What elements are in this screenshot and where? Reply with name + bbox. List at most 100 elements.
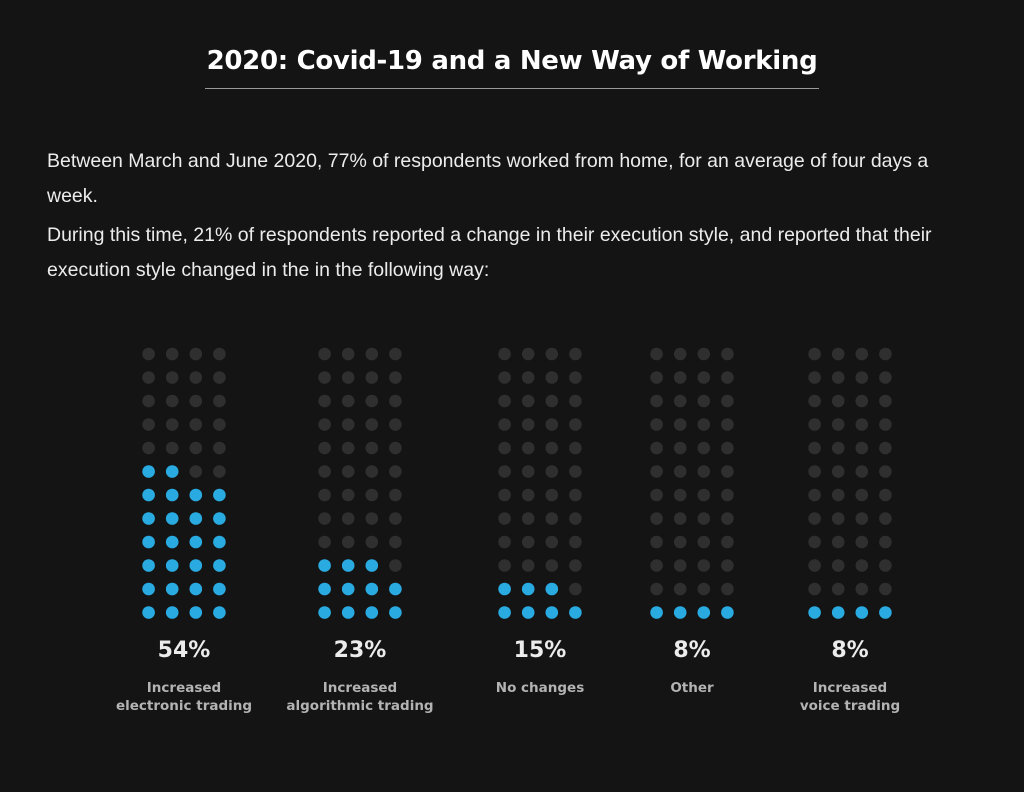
waffle-dot-empty: [569, 488, 582, 502]
waffle-dot-empty: [498, 559, 511, 572]
waffle-dot-empty: [545, 441, 559, 455]
waffle-dot-empty: [189, 465, 203, 478]
waffle-dot-filled: [189, 582, 203, 596]
waffle-dot-filled: [318, 582, 331, 596]
waffle-dot-filled: [189, 512, 203, 525]
waffle-dot-empty: [498, 488, 511, 502]
waffle-dot-empty: [521, 418, 535, 431]
waffle-dot-empty: [389, 488, 402, 502]
waffle-dot-empty: [879, 535, 892, 549]
waffle-dot-empty: [650, 512, 663, 525]
category-label: No changes: [496, 680, 584, 696]
waffle-dot-empty: [165, 394, 179, 408]
waffle-dot-empty: [341, 441, 355, 455]
waffle-dot-empty: [697, 559, 711, 572]
waffle-dot-empty: [545, 512, 559, 525]
waffle-dot-empty: [808, 418, 821, 431]
waffle-dot-empty: [341, 394, 355, 408]
waffle-dot-filled: [389, 606, 402, 619]
waffle-dot-empty: [721, 559, 734, 572]
waffle-dot-filled: [341, 582, 355, 596]
waffle-dot-empty: [855, 394, 869, 408]
waffle-dot-filled: [365, 606, 379, 619]
waffle-dot-empty: [341, 371, 355, 384]
waffle-dot-filled: [165, 465, 179, 478]
waffle-dot-empty: [569, 441, 582, 455]
waffle-dot-empty: [318, 465, 331, 478]
waffle-dot-empty: [389, 512, 402, 525]
waffle-dot-empty: [650, 582, 663, 596]
waffle-dot-empty: [569, 582, 582, 596]
waffle-dot-empty: [213, 371, 226, 384]
waffle-dot-empty: [365, 347, 379, 361]
percent-label: 15%: [514, 638, 567, 663]
waffle-dot-empty: [855, 582, 869, 596]
waffle-dot-filled: [142, 535, 155, 549]
waffle-dot-empty: [213, 441, 226, 455]
waffle-dot-empty: [831, 582, 845, 596]
waffle-dot-empty: [721, 535, 734, 549]
waffle-dot-filled: [318, 606, 331, 619]
waffle-dot-filled: [213, 488, 226, 502]
waffle-dot-empty: [721, 488, 734, 502]
category-label: Other: [670, 680, 714, 696]
waffle-dot-filled: [165, 512, 179, 525]
waffle-dot-empty: [721, 512, 734, 525]
waffle-dot-filled: [808, 606, 821, 619]
waffle-dot-empty: [389, 535, 402, 549]
waffle-dot-empty: [498, 418, 511, 431]
waffle-dot-empty: [545, 535, 559, 549]
waffle-dot-filled: [142, 582, 155, 596]
waffle-dot-empty: [498, 512, 511, 525]
waffle-group: 8% Increased voice trading: [800, 347, 900, 714]
waffle-dot-empty: [389, 394, 402, 408]
waffle-dot-empty: [569, 535, 582, 549]
waffle-dot-empty: [569, 371, 582, 384]
waffle-dot-filled: [189, 606, 203, 619]
waffle-dot-empty: [389, 559, 402, 572]
waffle-dot-empty: [189, 347, 203, 361]
waffle-dot-empty: [341, 418, 355, 431]
waffle-dot-filled: [521, 606, 535, 619]
waffle-dot-filled: [569, 606, 582, 619]
waffle-dot-empty: [831, 559, 845, 572]
waffle-dot-filled: [365, 582, 379, 596]
waffle-dot-empty: [808, 465, 821, 478]
waffle-dot-empty: [808, 535, 821, 549]
waffle-dot-empty: [318, 418, 331, 431]
waffle-dot-empty: [365, 512, 379, 525]
waffle-dot-empty: [721, 582, 734, 596]
waffle-dot-empty: [142, 347, 155, 361]
waffle-chart: 54% Increased electronic trading 23% Increas…: [116, 347, 900, 714]
waffle-dot-filled: [545, 582, 559, 596]
waffle-dot-empty: [697, 347, 711, 361]
waffle-dot-empty: [855, 535, 869, 549]
waffle-dot-filled: [142, 606, 155, 619]
waffle-dot-empty: [365, 465, 379, 478]
waffle-dot-empty: [673, 582, 687, 596]
waffle-dot-empty: [341, 512, 355, 525]
waffle-dot-filled: [213, 606, 226, 619]
waffle-dot-empty: [498, 394, 511, 408]
waffle-dot-empty: [318, 441, 331, 455]
waffle-dot-empty: [879, 512, 892, 525]
waffle-dot-empty: [831, 394, 845, 408]
waffle-dot-filled: [213, 582, 226, 596]
waffle-dot-empty: [879, 465, 892, 478]
waffle-dot-empty: [855, 441, 869, 455]
waffle-dot-filled: [721, 606, 734, 619]
waffle-dot-empty: [650, 559, 663, 572]
waffle-dot-filled: [673, 606, 687, 619]
waffle-dot-empty: [673, 418, 687, 431]
waffle-dot-empty: [389, 347, 402, 361]
waffle-dot-filled: [389, 582, 402, 596]
waffle-dot-empty: [318, 488, 331, 502]
waffle-dot-empty: [831, 465, 845, 478]
intro-paragraph-2: During this time, 21% of respondents rep…: [47, 224, 932, 281]
waffle-dot-filled: [165, 535, 179, 549]
waffle-dot-empty: [855, 347, 869, 361]
percent-label: 54%: [158, 638, 211, 663]
waffle-dot-filled: [213, 512, 226, 525]
waffle-dot-empty: [142, 371, 155, 384]
waffle-dot-empty: [389, 441, 402, 455]
